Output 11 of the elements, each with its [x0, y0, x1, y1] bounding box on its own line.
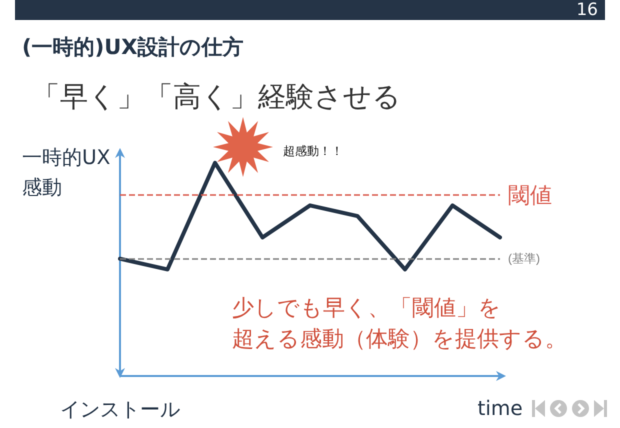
- text: 超感動！！: [283, 142, 343, 160]
- ref-line-label: (基準): [508, 252, 540, 266]
- text: インストール: [60, 396, 180, 423]
- ref-line-label: 閾値: [508, 182, 552, 208]
- chart-subtitle: 「早く」「高く」経験させる: [32, 79, 401, 115]
- text: 16: [576, 0, 598, 20]
- annotation: 少しでも早く、「閾値」を: [232, 295, 501, 323]
- annotation: 超える感動（体験）を提供する。: [232, 326, 567, 354]
- x-axis-title: time: [478, 396, 523, 420]
- y-axis-title: 一時的UX感動: [22, 144, 112, 201]
- chart-title: (一時的)UX設計の仕方: [22, 34, 244, 61]
